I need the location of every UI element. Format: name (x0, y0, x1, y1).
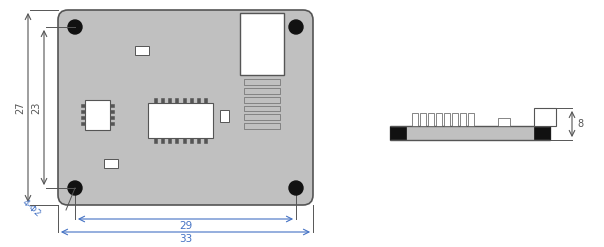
Bar (197, 138, 200, 143)
Circle shape (289, 181, 303, 195)
FancyBboxPatch shape (58, 10, 313, 205)
Bar (244, 123, 280, 129)
Bar (148, 103, 213, 138)
Text: 27: 27 (15, 101, 25, 114)
Bar (244, 105, 280, 111)
Bar (244, 114, 280, 120)
Bar (534, 127, 550, 139)
Bar (460, 113, 466, 126)
Bar (104, 159, 118, 168)
Bar (190, 138, 193, 143)
Bar (182, 138, 185, 143)
Bar (420, 113, 426, 126)
Bar (161, 138, 164, 143)
Bar (412, 113, 418, 126)
Text: 29: 29 (179, 221, 192, 231)
Circle shape (289, 20, 303, 34)
Bar (81, 104, 85, 107)
Bar (110, 104, 114, 107)
Bar (197, 98, 200, 103)
Text: 4-Φ2: 4-Φ2 (20, 197, 42, 219)
Bar (182, 98, 185, 103)
Bar (85, 100, 110, 130)
Bar (190, 98, 193, 103)
Bar (175, 98, 178, 103)
Text: 23: 23 (31, 101, 41, 114)
Bar (244, 88, 280, 94)
Bar (175, 138, 178, 143)
Bar (135, 46, 149, 55)
Bar (204, 138, 207, 143)
Text: 33: 33 (179, 234, 192, 244)
Bar (244, 97, 280, 103)
Bar (81, 117, 85, 120)
Bar (204, 98, 207, 103)
Bar (436, 113, 442, 126)
Bar (428, 113, 434, 126)
Text: 8: 8 (577, 119, 583, 129)
Bar (390, 126, 550, 140)
Bar (110, 110, 114, 114)
Circle shape (68, 181, 82, 195)
Circle shape (68, 20, 82, 34)
Bar (168, 138, 171, 143)
Bar (81, 110, 85, 114)
Bar (468, 113, 474, 126)
Bar (110, 117, 114, 120)
Bar (154, 98, 156, 103)
Bar (240, 13, 284, 75)
Bar (220, 110, 229, 122)
Bar (168, 98, 171, 103)
Bar (161, 98, 164, 103)
Bar (390, 127, 406, 139)
Bar (498, 118, 510, 126)
Bar (154, 138, 156, 143)
Bar (81, 123, 85, 125)
Bar (444, 113, 450, 126)
Bar (244, 79, 280, 85)
Bar (452, 113, 458, 126)
Bar (534, 108, 556, 126)
Bar (110, 123, 114, 125)
